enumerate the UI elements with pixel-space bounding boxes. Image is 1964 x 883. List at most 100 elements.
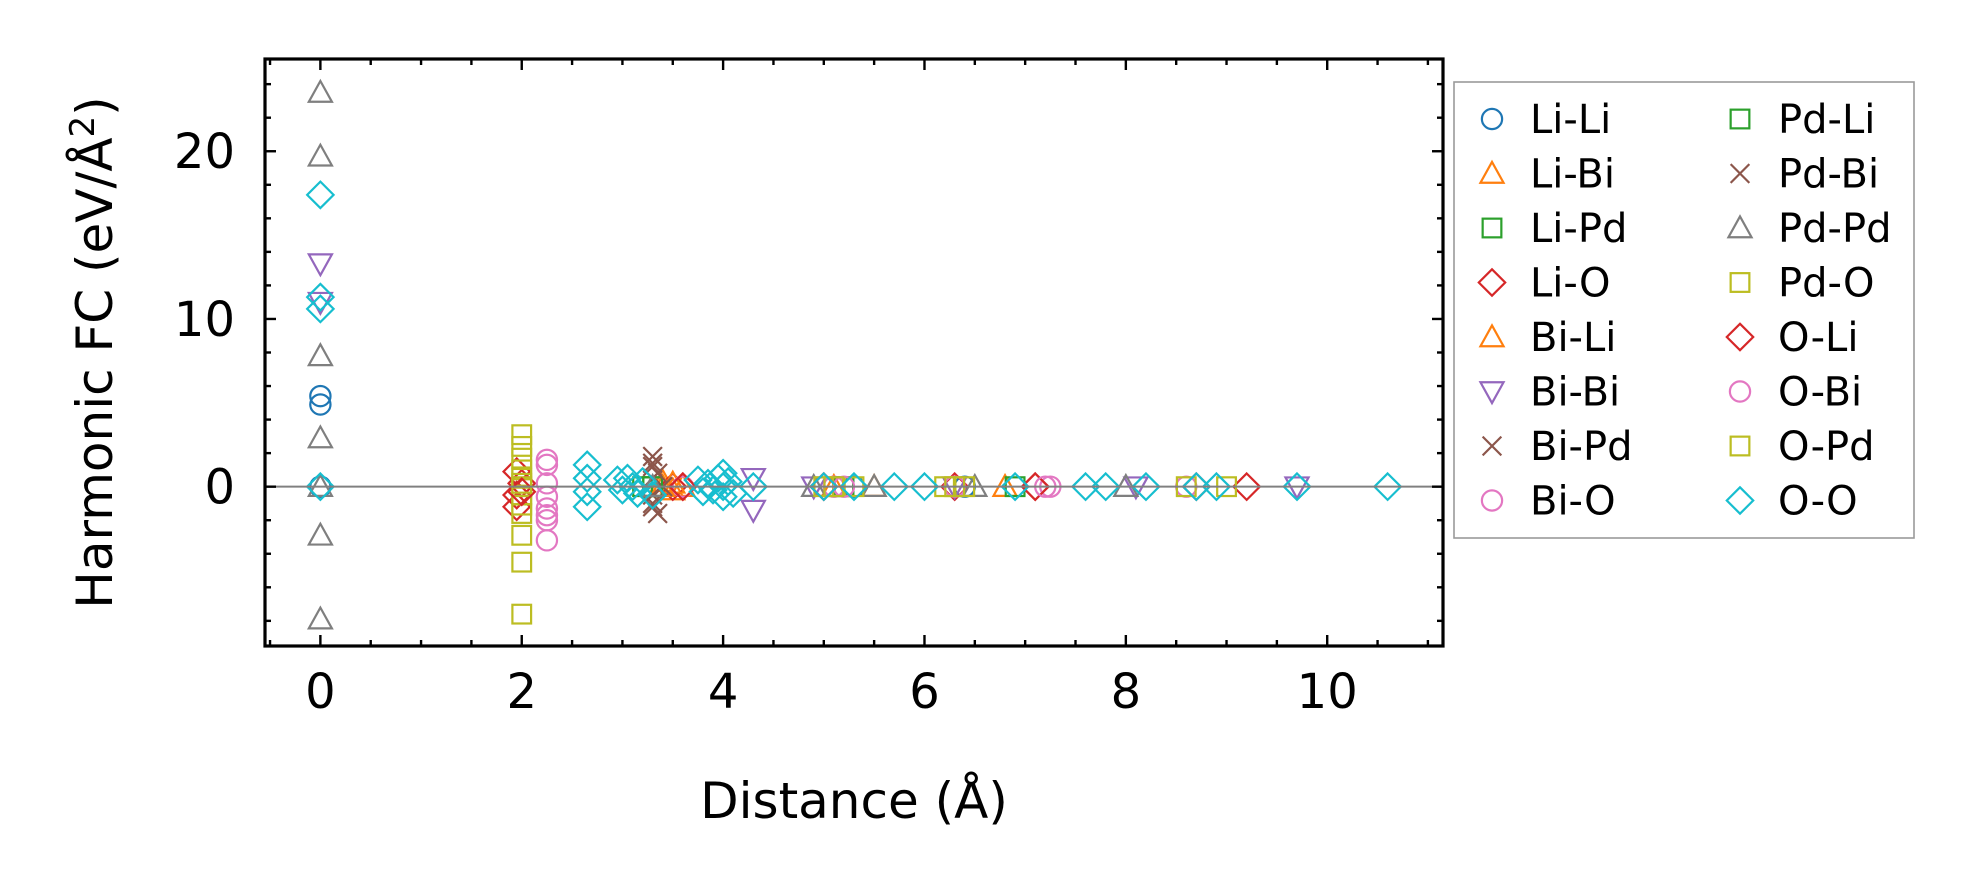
data-point	[306, 521, 334, 546]
x-tick-label: 4	[708, 664, 739, 720]
data-point	[306, 424, 334, 449]
legend-label: Bi-Bi	[1530, 370, 1620, 416]
data-point	[511, 603, 533, 625]
data-point	[305, 282, 336, 312]
legend-marker	[1729, 108, 1751, 130]
series-pd-o	[511, 424, 1237, 625]
legend-label: Bi-Li	[1530, 315, 1616, 361]
legend-label: Pd-Pd	[1778, 206, 1891, 252]
data-point	[642, 446, 663, 467]
data-point	[639, 472, 667, 498]
data-point	[1181, 471, 1212, 502]
x-tick-label: 6	[909, 664, 940, 720]
legend-marker	[1726, 214, 1754, 239]
data-point	[1283, 476, 1311, 501]
legend-marker	[1725, 322, 1755, 352]
legend-item: Pd-Pd	[1726, 206, 1891, 252]
y-axis-label-sup: 2	[63, 116, 103, 138]
x-tick-label: 10	[1297, 664, 1358, 720]
legend-item: Li-Bi	[1478, 152, 1615, 198]
data-point	[1122, 476, 1150, 501]
legend-label: Pd-O	[1778, 261, 1875, 307]
y-tick-label: 10	[174, 292, 235, 348]
data-point	[511, 435, 533, 457]
legend-label: Li-Bi	[1530, 152, 1615, 198]
legend-marker	[1729, 272, 1751, 293]
data-point	[879, 471, 910, 502]
data-point	[309, 384, 332, 408]
data-point	[535, 497, 559, 520]
data-point	[535, 508, 559, 532]
legend-item: Bi-Pd	[1481, 424, 1633, 470]
data-point	[309, 393, 332, 416]
legend-marker	[1480, 489, 1504, 512]
legend-marker	[1477, 267, 1507, 298]
legend-marker	[1725, 485, 1755, 516]
legend-box	[1453, 81, 1915, 539]
legend-item: Bi-Li	[1478, 315, 1616, 361]
data-point	[511, 524, 533, 546]
data-point	[738, 471, 769, 502]
series-pd-pd	[306, 78, 1140, 630]
legend-label: Li-O	[1530, 261, 1610, 307]
data-point	[305, 294, 336, 324]
legend-marker	[1480, 107, 1504, 131]
plot-frame	[263, 57, 1445, 648]
legend-marker	[1478, 159, 1506, 184]
data-point	[1201, 471, 1232, 502]
data-point	[306, 253, 334, 278]
data-point	[602, 465, 633, 495]
data-point	[501, 480, 532, 510]
data-point	[535, 529, 559, 552]
data-point	[1112, 472, 1140, 498]
series-bi-bi	[306, 253, 1311, 524]
legend-label: O-Pd	[1778, 424, 1875, 470]
data-point	[306, 342, 334, 367]
legend-label: O-Li	[1778, 315, 1858, 361]
y-axis-label: Harmonic FC (eV/Å2)	[63, 96, 124, 608]
data-point	[305, 180, 336, 210]
data-point	[306, 472, 334, 498]
data-point	[1131, 471, 1161, 502]
data-point	[627, 466, 658, 497]
data-point	[658, 471, 688, 502]
y-tick-label: 0	[204, 460, 235, 516]
plot-markers	[305, 78, 1403, 630]
data-point	[511, 424, 533, 446]
data-point	[668, 471, 698, 502]
data-point	[909, 471, 940, 502]
data-point	[306, 142, 334, 167]
series-bi-o	[535, 448, 1198, 552]
data-point	[305, 471, 336, 502]
data-point	[306, 605, 334, 630]
data-point	[1282, 471, 1312, 502]
data-point	[1090, 471, 1121, 502]
legend-item: Bi-Bi	[1478, 370, 1620, 416]
legend-marker	[1481, 217, 1503, 239]
legend-marker	[1729, 163, 1751, 184]
data-point	[572, 463, 602, 494]
legend-label: Bi-Pd	[1530, 424, 1633, 470]
legend-marker	[1481, 435, 1503, 457]
x-axis-label: Distance (Å)	[700, 772, 1008, 830]
legend-item: Li-Li	[1480, 97, 1611, 143]
legend-item: Pd-O	[1729, 261, 1875, 307]
legend: Li-Li Li-Bi Li-Pd Li-O Bi-Li Bi-Bi Bi-Pd Bi-O Pd…	[1453, 81, 1915, 539]
legend-item: O-Bi	[1728, 370, 1862, 416]
legend-marker	[1728, 380, 1752, 403]
legend-marker	[1729, 435, 1751, 457]
legend-marker	[1478, 381, 1506, 406]
data-point	[535, 503, 559, 527]
data-point	[511, 551, 533, 573]
legend-label: Pd-Li	[1778, 97, 1875, 143]
x-tick-label: 8	[1111, 664, 1142, 720]
legend-marker	[1478, 323, 1506, 348]
legend-label: O-O	[1778, 479, 1858, 525]
data-point	[839, 471, 869, 502]
legend-item: O-O	[1725, 479, 1858, 525]
data-point	[572, 492, 602, 522]
data-point	[1372, 471, 1403, 502]
data-point	[535, 448, 559, 472]
legend-label: Pd-Bi	[1778, 152, 1879, 198]
